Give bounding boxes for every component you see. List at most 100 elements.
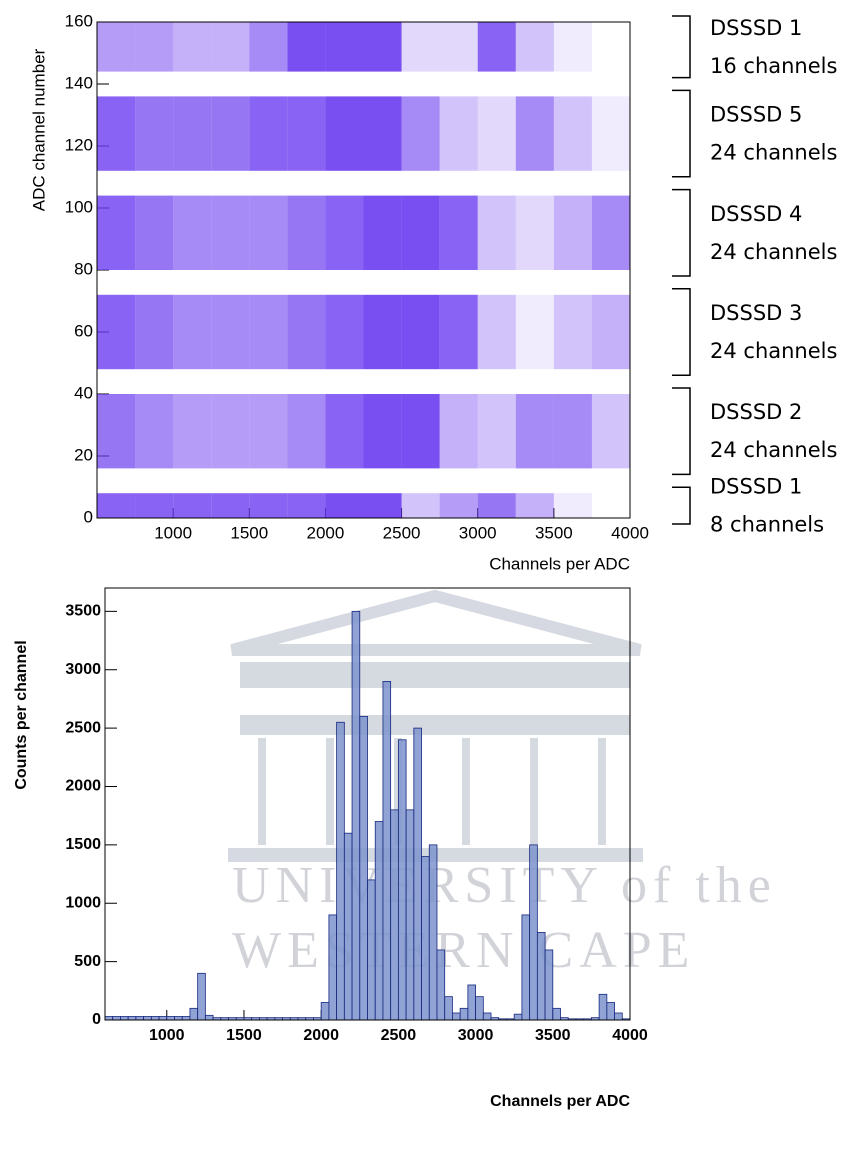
histogram-bar: [513, 1013, 523, 1021]
heatmap-cell: [173, 96, 212, 171]
heatmap-cell: [249, 394, 288, 469]
annotation-text: 16 channels: [710, 54, 837, 78]
x-tick-label: 1000: [149, 1027, 185, 1044]
bracket: [672, 15, 691, 79]
heatmap-cell: [515, 493, 554, 518]
heatmap-cell: [249, 96, 288, 171]
bracket: [672, 288, 691, 376]
heatmap-cell: [325, 294, 364, 370]
heatmap-cell: [211, 294, 250, 370]
heatmap-cell: [211, 22, 250, 72]
x-tick-label: 3000: [458, 1027, 494, 1044]
heatmap-cell: [477, 96, 516, 171]
watermark-beam: [240, 662, 630, 688]
histogram-bar: [521, 914, 531, 1021]
bracket: [672, 89, 691, 178]
annotation-text: 24 channels: [710, 339, 837, 363]
histogram-bar: [482, 1012, 492, 1021]
x-tick-label: 4000: [611, 523, 649, 542]
y-tick-label: 0: [84, 507, 93, 526]
heatmap-cell: [439, 22, 478, 72]
histogram-bar: [359, 716, 368, 1021]
histogram-bar: [135, 1016, 145, 1021]
histogram-bar: [328, 914, 338, 1021]
histogram-bar: [382, 681, 392, 1021]
y-tick-label: 500: [74, 953, 101, 970]
histogram-bar: [351, 610, 361, 1021]
histogram-bar: [475, 996, 484, 1021]
histogram-bar: [397, 739, 407, 1021]
histogram-bar: [112, 1016, 121, 1021]
y-tick-label: 20: [74, 445, 93, 464]
heatmap-cell: [401, 195, 440, 270]
heatmap-cell: [439, 493, 478, 518]
heatmap-cell: [591, 195, 630, 270]
histogram-bar: [552, 1007, 561, 1021]
heatmap-cell: [97, 493, 136, 518]
watermark-columns: [258, 738, 606, 845]
heatmap-cell: [515, 394, 554, 469]
x-tick-label: 2000: [303, 1027, 339, 1044]
heatmap-cell: [477, 394, 516, 469]
x-tick-label: 3000: [459, 523, 497, 542]
heatmap-cell: [173, 22, 212, 72]
x-tick-label: 1000: [154, 523, 192, 542]
histogram-bar: [343, 832, 353, 1021]
heatmap-cell: [592, 22, 630, 72]
heatmap-cell: [477, 195, 516, 270]
histogram-bar: [421, 856, 430, 1021]
watermark-roof: [230, 589, 642, 656]
heatmap-cell: [325, 195, 364, 270]
heatmap-cell: [249, 294, 288, 370]
heatmap-cell: [553, 22, 592, 72]
histogram-bar: [174, 1016, 183, 1021]
heatmap-cell: [439, 294, 478, 370]
heatmap-cell: [135, 394, 174, 469]
histogram-bar: [444, 996, 453, 1021]
y-tick-label: 140: [65, 73, 93, 92]
annotation-text: 24 channels: [710, 141, 837, 165]
heatmap-cell: [553, 195, 592, 270]
histogram-bar: [150, 1016, 160, 1021]
annotation-title: DSSSD 1: [710, 16, 802, 40]
heatmap-cell: [325, 96, 364, 171]
histogram-bar: [405, 809, 415, 1021]
histogram-bar: [104, 1016, 114, 1021]
heatmap-cell: [211, 493, 250, 518]
annotation-title: DSSSD 4: [710, 202, 802, 226]
heatmap-cell: [249, 195, 288, 270]
heatmap-cell: [401, 22, 440, 72]
plot-frame: [104, 587, 631, 1021]
histogram-bar: [320, 1002, 330, 1021]
heatmap-cell: [325, 394, 364, 469]
x-tick-label: 2500: [381, 1027, 417, 1044]
heatmap-cell: [401, 394, 440, 469]
x-tick-label: 1500: [226, 1027, 262, 1044]
heatmap-cell: [515, 294, 554, 370]
y-tick-label: 1500: [65, 836, 101, 853]
annotation-text: 24 channels: [710, 240, 837, 264]
heatmap-cell: [97, 195, 136, 270]
histogram-bar: [336, 721, 345, 1021]
histogram-bar: [374, 821, 384, 1021]
annotation-title: DSSSD 3: [710, 301, 802, 325]
heatmap-cell: [325, 493, 364, 518]
heatmap-cell: [287, 195, 326, 270]
plot-frame: [96, 21, 631, 519]
heatmap-cell: [363, 195, 402, 270]
histogram-bar: [413, 727, 422, 1021]
y-tick-label: 40: [74, 383, 93, 402]
annotation-title: DSSSD 2: [710, 400, 802, 424]
annotation-title: DSSSD 1: [710, 475, 802, 499]
heatmap-cell: [211, 96, 250, 171]
heatmap-cell: [135, 96, 174, 171]
watermark: [228, 589, 643, 862]
heatmap-cell: [439, 96, 478, 171]
bracket: [672, 486, 691, 525]
heatmap-cell: [211, 394, 250, 469]
annotation-text: 24 channels: [710, 438, 837, 462]
heatmap-cell: [173, 195, 212, 270]
heatmap-cell: [553, 96, 592, 171]
histogram-bar: [166, 1016, 175, 1021]
